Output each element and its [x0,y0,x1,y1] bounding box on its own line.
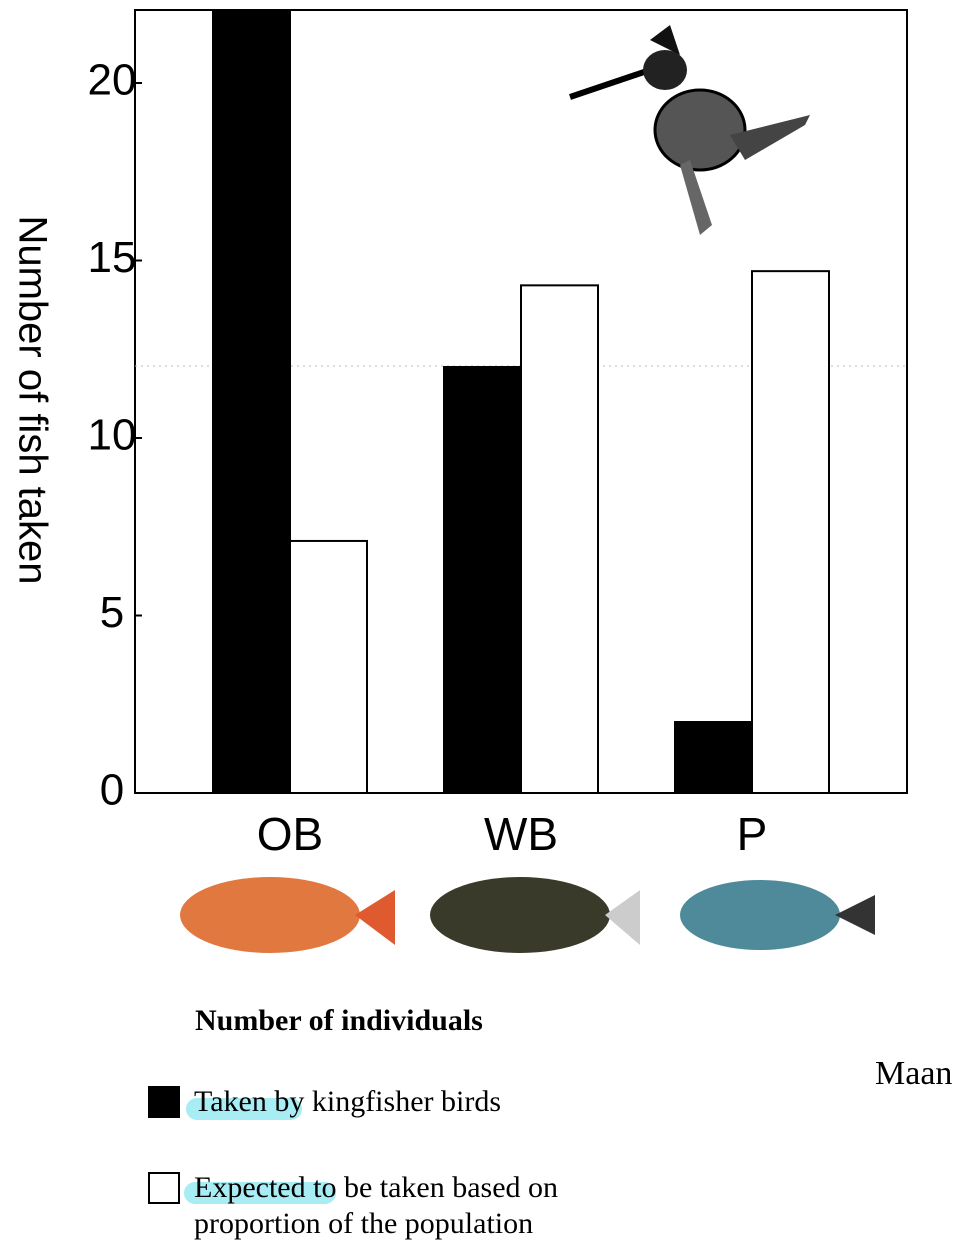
x-tick-label: WB [484,808,558,860]
annotation: Maan [875,1055,953,1092]
legend-item: Taken by kingfisher birds [148,1084,634,1120]
x-tick-label: OB [257,808,323,860]
legend-label: Expected to be taken based on proportion… [194,1171,559,1240]
legend-swatch [148,1172,180,1204]
highlight [184,1182,336,1204]
chart: Number of fish taken 0 5 10 15 20 OB WB P [10,9,908,953]
highlight [186,1098,302,1120]
y-tick-label: 15 [88,233,137,282]
bar [289,539,368,795]
legend-title: Number of individuals [195,1004,483,1037]
bar [443,366,522,794]
x-tick-label: P [737,808,768,860]
bar [751,270,830,794]
bar [212,11,291,794]
y-tick-label: 5 [100,588,124,637]
bar [674,721,753,794]
y-axis-label: Number of fish taken [10,215,54,584]
y-tick-label: 0 [100,766,124,815]
legend-item: Expected to be taken based on proportion… [148,1170,634,1242]
bar [520,284,599,794]
y-tick-label: 10 [88,411,137,460]
legend-swatch [148,1086,180,1118]
kingfisher-image [569,25,810,235]
fish-image [180,877,875,953]
y-tick-label: 20 [88,56,137,105]
legend-label: Taken by kingfisher birds [194,1085,502,1118]
